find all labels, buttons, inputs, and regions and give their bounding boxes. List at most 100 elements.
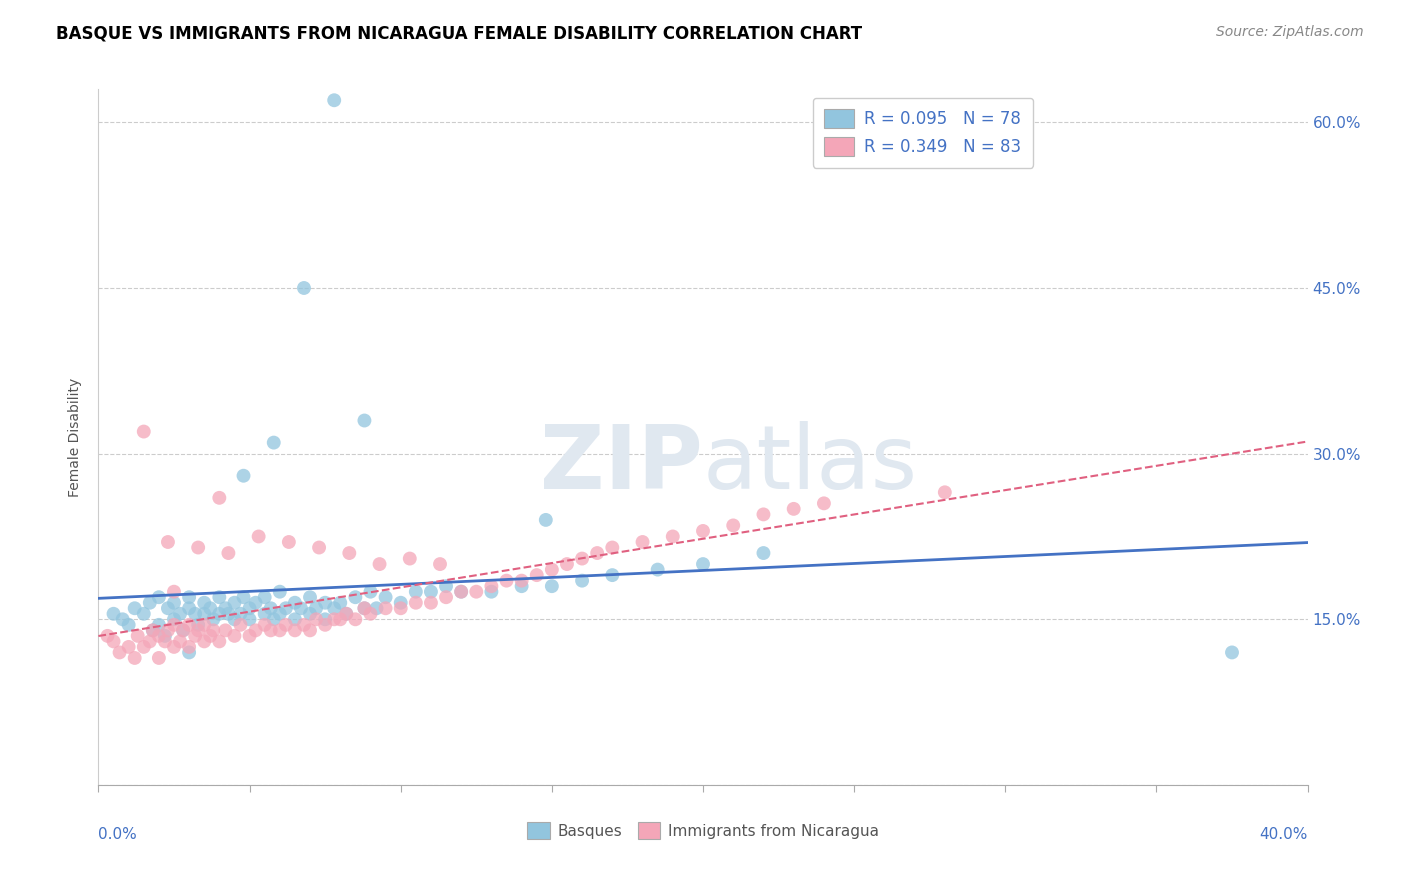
Legend: Basques, Immigrants from Nicaragua: Basques, Immigrants from Nicaragua: [519, 814, 887, 847]
Point: [148, 651, 170, 665]
Point: [692, 524, 714, 538]
Point: [132, 607, 155, 621]
Point: [184, 607, 207, 621]
Y-axis label: Female Disability: Female Disability: [69, 377, 83, 497]
Point: [420, 596, 443, 610]
Text: 40.0%: 40.0%: [1260, 827, 1308, 842]
Point: [934, 485, 956, 500]
Point: [284, 612, 307, 626]
Point: [723, 518, 745, 533]
Point: [148, 617, 170, 632]
Point: [398, 551, 420, 566]
Point: [374, 591, 396, 605]
Point: [118, 640, 141, 654]
Point: [179, 640, 201, 654]
Point: [239, 601, 262, 615]
Point: [229, 607, 252, 621]
Point: [208, 491, 231, 505]
Point: [420, 584, 443, 599]
Point: [184, 629, 207, 643]
Point: [292, 281, 315, 295]
Point: [299, 591, 322, 605]
Point: [631, 535, 654, 549]
Point: [335, 607, 357, 621]
Text: 0.0%: 0.0%: [98, 827, 138, 842]
Point: [253, 607, 276, 621]
Point: [172, 624, 194, 638]
Point: [214, 624, 236, 638]
Point: [163, 596, 186, 610]
Point: [374, 601, 396, 615]
Point: [305, 601, 328, 615]
Point: [214, 601, 236, 615]
Point: [253, 591, 276, 605]
Point: [389, 601, 412, 615]
Point: [193, 617, 215, 632]
Point: [602, 541, 624, 555]
Point: [193, 607, 215, 621]
Point: [224, 612, 246, 626]
Point: [540, 563, 562, 577]
Point: [534, 513, 557, 527]
Point: [260, 624, 283, 638]
Point: [132, 425, 155, 439]
Point: [571, 574, 593, 588]
Point: [510, 574, 533, 588]
Point: [337, 546, 360, 560]
Point: [299, 624, 322, 638]
Point: [389, 596, 412, 610]
Point: [405, 584, 427, 599]
Point: [602, 568, 624, 582]
Point: [366, 601, 388, 615]
Point: [96, 629, 118, 643]
Point: [1220, 645, 1243, 659]
Point: [263, 435, 285, 450]
Text: ZIP: ZIP: [540, 421, 703, 508]
Point: [429, 557, 451, 571]
Point: [555, 557, 578, 571]
Point: [142, 624, 165, 638]
Point: [661, 529, 683, 543]
Point: [692, 557, 714, 571]
Point: [217, 607, 239, 621]
Point: [360, 584, 382, 599]
Point: [127, 629, 149, 643]
Point: [179, 617, 201, 632]
Text: BASQUE VS IMMIGRANTS FROM NICARAGUA FEMALE DISABILITY CORRELATION CHART: BASQUE VS IMMIGRANTS FROM NICARAGUA FEMA…: [56, 25, 862, 43]
Point: [156, 624, 179, 638]
Point: [465, 584, 488, 599]
Point: [647, 563, 669, 577]
Point: [481, 584, 503, 599]
Text: atlas: atlas: [703, 421, 918, 508]
Point: [239, 612, 262, 626]
Point: [124, 651, 146, 665]
Point: [208, 591, 231, 605]
Point: [163, 584, 186, 599]
Point: [353, 413, 375, 427]
Point: [163, 612, 186, 626]
Point: [200, 629, 222, 643]
Point: [752, 546, 775, 560]
Point: [586, 546, 609, 560]
Point: [344, 591, 367, 605]
Point: [329, 596, 352, 610]
Point: [103, 607, 125, 621]
Point: [260, 601, 283, 615]
Point: [292, 617, 315, 632]
Point: [132, 640, 155, 654]
Point: [124, 601, 146, 615]
Point: [148, 629, 170, 643]
Point: [571, 551, 593, 566]
Point: [308, 541, 330, 555]
Point: [353, 601, 375, 615]
Point: [156, 535, 179, 549]
Point: [163, 640, 186, 654]
Point: [232, 468, 254, 483]
Point: [245, 624, 267, 638]
Point: [179, 591, 201, 605]
Point: [269, 607, 291, 621]
Point: [142, 624, 165, 638]
Point: [335, 607, 357, 621]
Point: [200, 601, 222, 615]
Point: [434, 591, 457, 605]
